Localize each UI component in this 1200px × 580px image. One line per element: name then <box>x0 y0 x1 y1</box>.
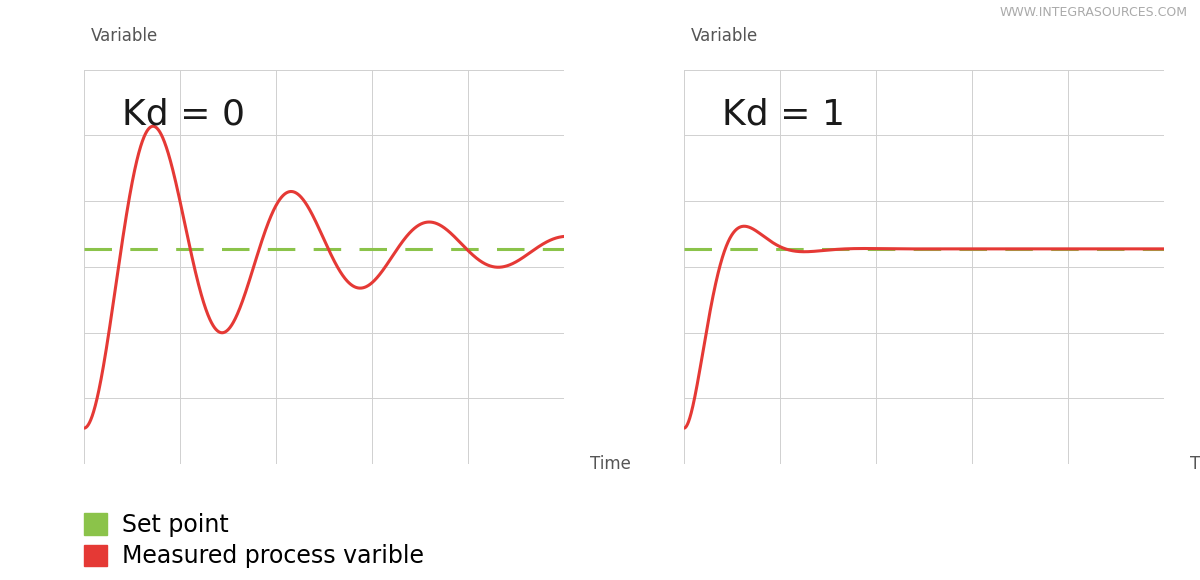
Legend: Set point, Measured process varible: Set point, Measured process varible <box>84 513 424 568</box>
Text: Variable: Variable <box>91 27 158 45</box>
Text: Time: Time <box>1190 455 1200 473</box>
Text: Kd = 1: Kd = 1 <box>722 97 845 131</box>
Text: Time: Time <box>590 455 631 473</box>
Text: Variable: Variable <box>691 27 758 45</box>
Text: WWW.INTEGRASOURCES.COM: WWW.INTEGRASOURCES.COM <box>1000 6 1188 19</box>
Text: Kd = 0: Kd = 0 <box>122 97 246 131</box>
